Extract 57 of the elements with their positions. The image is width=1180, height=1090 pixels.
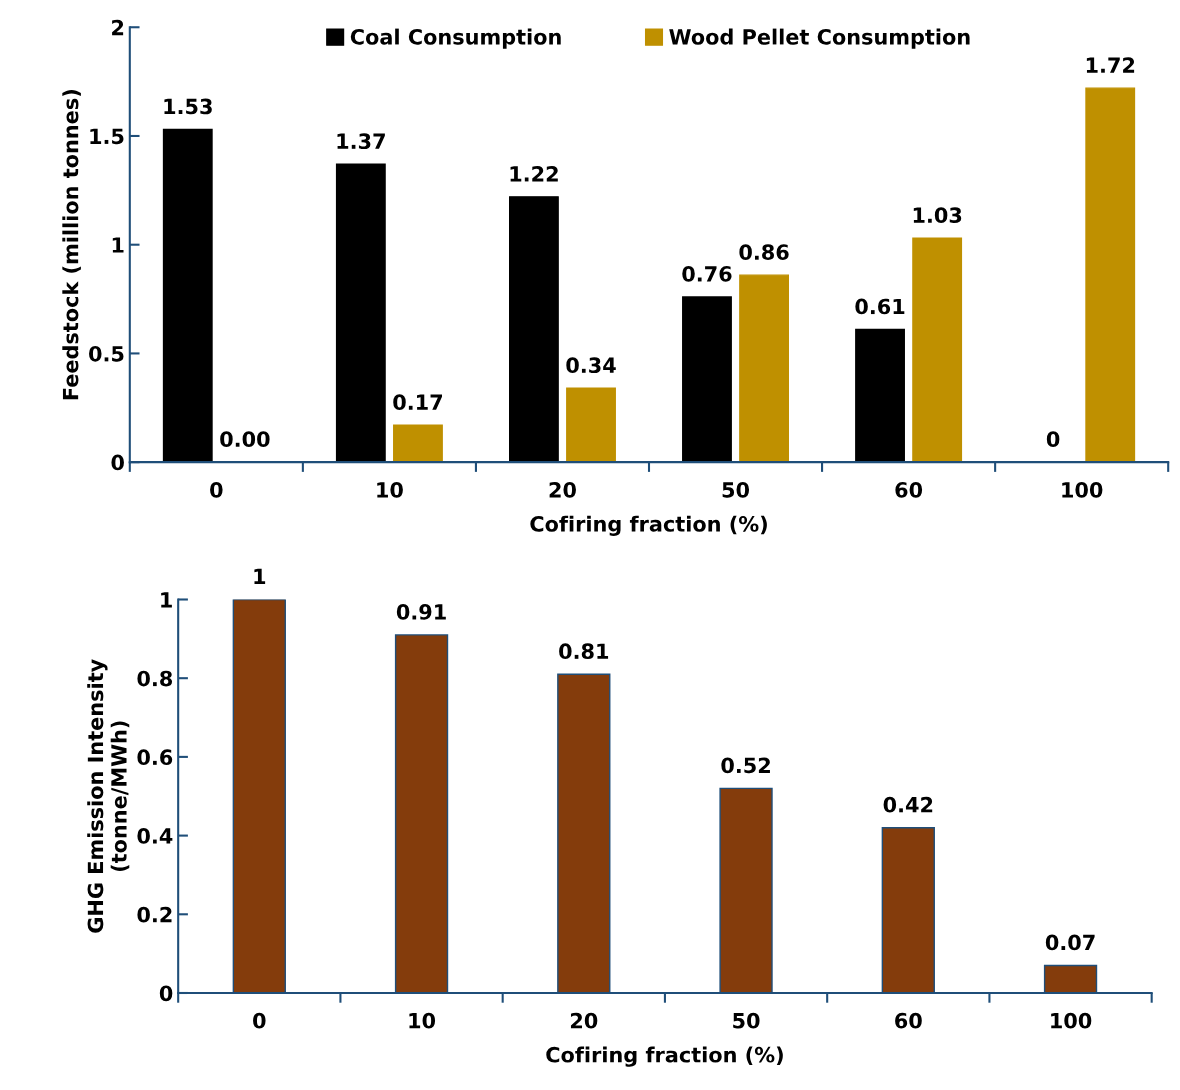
bar: [739, 274, 790, 463]
legend-label: Coal Consumption: [350, 28, 561, 49]
y-axis-title: Feedstock (million tonnes): [62, 90, 81, 400]
bar: [912, 237, 963, 463]
x-tick-label: 0: [253, 1012, 266, 1029]
y-tick-label: 1: [161, 592, 172, 608]
bar: [566, 387, 616, 463]
data-label: 0.86: [739, 244, 789, 260]
bar: [162, 128, 213, 463]
legend-label: Wood Pellet Consumption: [669, 28, 970, 49]
y-tick-label: 0.5: [89, 345, 124, 362]
y-tick-label: 0: [111, 454, 124, 471]
bar: [682, 296, 732, 463]
x-tick-label: 0: [210, 481, 223, 498]
y-tick-label: 0.6: [137, 749, 173, 766]
bar: [508, 196, 559, 463]
data-label: 0.34: [566, 357, 616, 374]
x-axis-title: Cofiring fraction (%): [530, 515, 767, 536]
data-label: 1.53: [164, 98, 212, 115]
data-label: 1.03: [913, 207, 962, 224]
data-label: 1.22: [510, 165, 558, 182]
y-tick-label: 1.5: [90, 128, 124, 145]
data-label: 1: [254, 568, 266, 585]
data-label: 0.81: [559, 643, 609, 660]
x-tick-label: 100: [1051, 1012, 1092, 1029]
x-tick-label: 60: [895, 1012, 922, 1029]
x-tick-label: 10: [377, 481, 403, 498]
data-label: 0.76: [682, 265, 732, 282]
x-tick-label: 10: [409, 1012, 436, 1029]
y-axis-title: GHG Emission Intensity (tonne/MWh): [87, 659, 130, 933]
data-label: 0.91: [396, 604, 446, 620]
data-label: 0.42: [883, 796, 933, 813]
data-label: 0.00: [220, 431, 270, 448]
bar: [393, 424, 443, 463]
bar: [335, 163, 386, 463]
x-tick-label: 60: [895, 481, 923, 498]
data-label: 0.61: [855, 298, 905, 315]
x-tick-label: 20: [549, 481, 576, 498]
x-tick-label: 20: [570, 1012, 598, 1029]
data-label: 0.52: [721, 757, 770, 774]
x-tick-label: 100: [1062, 481, 1103, 498]
x-tick-label: 50: [722, 481, 750, 498]
bar: [1085, 87, 1136, 463]
y-tick-label: 0.8: [137, 670, 173, 687]
data-label: 1.72: [1086, 57, 1135, 73]
data-label: 1.37: [337, 133, 385, 150]
data-label: 0: [1046, 431, 1060, 448]
y-tick-label: 0.4: [137, 828, 173, 844]
data-label: 0.07: [1045, 934, 1095, 951]
data-label: 0.17: [393, 394, 442, 411]
y-tick-label: 2: [112, 19, 124, 36]
x-axis-title: Cofiring fraction (%): [546, 1046, 783, 1067]
y-tick-label: 0: [159, 985, 173, 1002]
y-tick-label: 1: [112, 237, 124, 253]
x-tick-label: 50: [733, 1012, 760, 1029]
y-tick-label: 0.2: [137, 906, 172, 923]
bar: [855, 328, 905, 463]
